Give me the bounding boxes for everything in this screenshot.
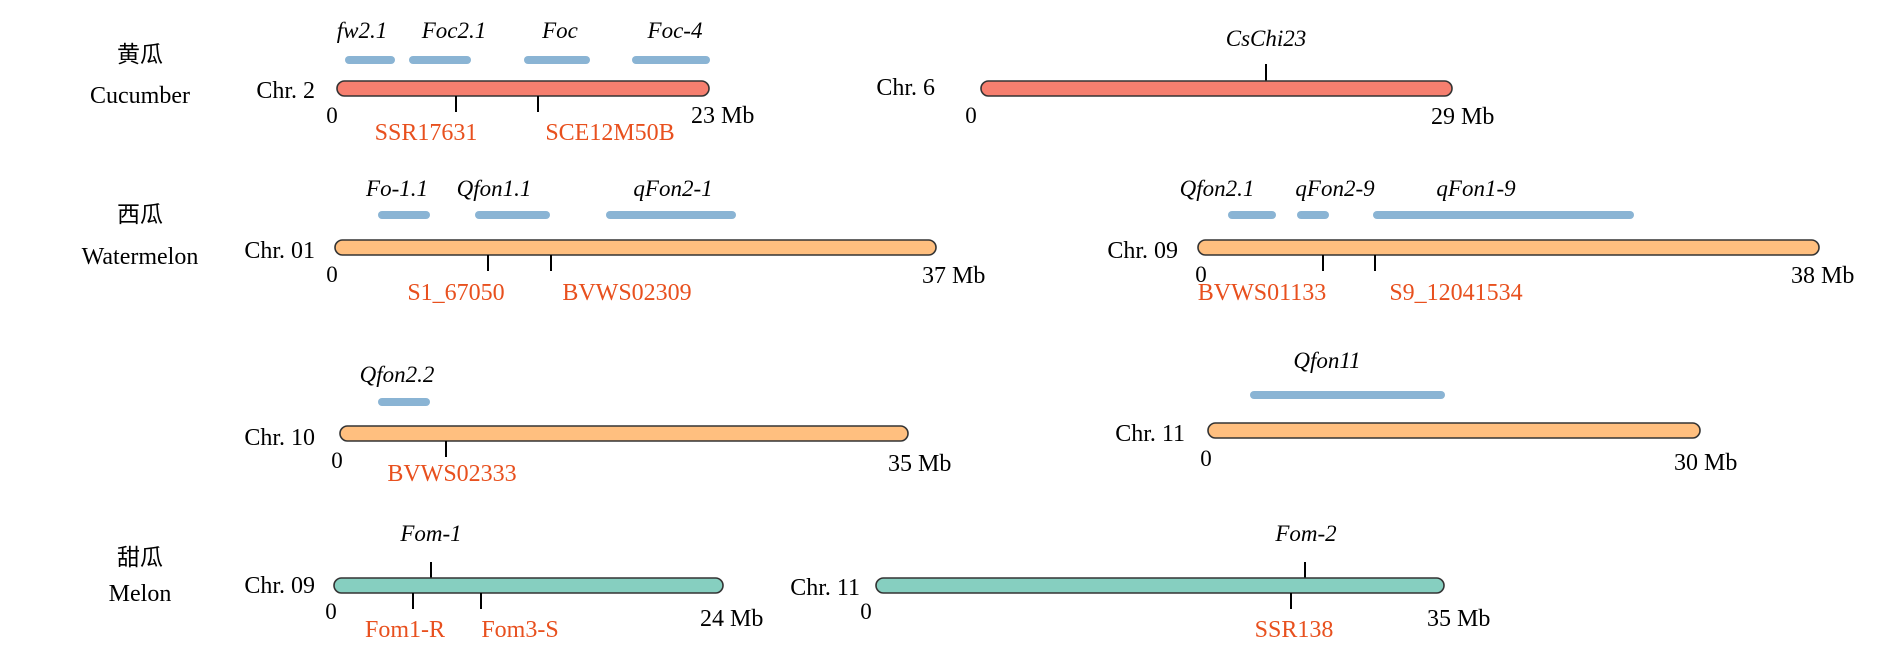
group-label-cucumber-en: Cucumber <box>90 83 190 109</box>
qtl-bar <box>1373 211 1634 219</box>
chromosome-label: Chr. 11 <box>790 575 860 601</box>
qtl-label: Qfon1.1 <box>457 176 532 201</box>
qtl-label: qFon2-9 <box>1295 176 1375 201</box>
marker-label: BVWS02333 <box>387 461 516 487</box>
gene-label: Fom-1 <box>399 521 461 546</box>
qtl-bar <box>632 56 710 64</box>
group-label-melon-zh: 甜瓜 <box>117 545 163 571</box>
marker-label: S1_67050 <box>407 280 504 306</box>
qtl-label: Qfon2.1 <box>1180 176 1255 201</box>
qtl-bar <box>606 211 736 219</box>
chromosome-cucumber-chr6: Chr. 6 CsChi23 0 29 Mb <box>876 26 1494 130</box>
marker-label: BVWS02309 <box>562 280 691 306</box>
marker-label: Fom1-R <box>365 617 445 643</box>
marker-label: S9_12041534 <box>1389 280 1522 306</box>
qtl-label: qFon2-1 <box>633 176 712 201</box>
chromosome-watermelon-chr11: Chr. 11 Qfon11 0 30 Mb <box>1115 348 1737 476</box>
qtl-bar <box>1250 391 1445 399</box>
qtl-label: Qfon11 <box>1293 348 1360 373</box>
qtl-label: qFon1-9 <box>1436 176 1516 201</box>
qtl-bar <box>524 56 590 64</box>
qtl-bar <box>409 56 471 64</box>
qtl-bar <box>1228 211 1276 219</box>
qtl-label: fw2.1 <box>337 18 387 43</box>
gene-label: CsChi23 <box>1226 26 1307 51</box>
chromosome-start-label: 0 <box>860 599 872 624</box>
chromosome-end-label: 30 Mb <box>1674 450 1737 476</box>
gene-label: Fom-2 <box>1274 521 1336 546</box>
chromosome-bar <box>339 425 909 442</box>
chromosome-melon-chr09: Chr. 09 Fom-1 0 24 Mb Fom1-R Fom3-S <box>244 521 763 643</box>
chromosome-end-label: 37 Mb <box>922 263 985 289</box>
marker-label: SSR17631 <box>375 120 478 146</box>
chromosome-melon-chr11: Chr. 11 Fom-2 0 35 Mb SSR138 <box>790 521 1490 643</box>
chromosome-start-label: 0 <box>326 262 338 287</box>
chromosome-label: Chr. 10 <box>244 425 315 451</box>
qtl-label: Qfon2.2 <box>360 362 435 387</box>
chromosome-label: Chr. 01 <box>244 238 315 264</box>
chromosome-bar <box>980 80 1453 97</box>
chromosome-label: Chr. 6 <box>876 75 935 101</box>
chromosome-start-label: 0 <box>326 103 338 128</box>
chromosome-start-label: 0 <box>965 103 977 128</box>
chromosome-bar <box>336 80 710 97</box>
chromosome-label: Chr. 2 <box>256 78 315 104</box>
group-label-melon-en: Melon <box>109 581 172 607</box>
chromosome-end-label: 35 Mb <box>1427 606 1490 632</box>
chromosome-watermelon-chr10: Chr. 10 Qfon2.2 0 35 Mb BVWS02333 <box>244 362 951 487</box>
chromosome-start-label: 0 <box>331 448 343 473</box>
group-label-cucumber-zh: 黄瓜 <box>117 42 163 68</box>
chromosome-end-label: 24 Mb <box>700 606 763 632</box>
qtl-bar <box>1297 211 1329 219</box>
qtl-bar <box>378 398 430 406</box>
chromosome-start-label: 0 <box>1195 262 1207 287</box>
chromosome-label: Chr. 09 <box>1107 238 1178 264</box>
chromosome-start-label: 0 <box>1200 446 1212 471</box>
marker-label: SCE12M50B <box>545 120 674 146</box>
qtl-label: Foc <box>541 18 578 43</box>
marker-label: SSR138 <box>1255 617 1334 643</box>
group-label-watermelon-en: Watermelon <box>82 244 199 270</box>
chromosome-end-label: 29 Mb <box>1431 104 1494 130</box>
chromosome-label: Chr. 09 <box>244 573 315 599</box>
qtl-bar <box>378 211 430 219</box>
chromosome-bar <box>1207 422 1701 439</box>
chromosome-label: Chr. 11 <box>1115 421 1185 447</box>
chromosome-bar <box>334 239 937 256</box>
chromosome-watermelon-chr09: Chr. 09 Qfon2.1 qFon2-9 qFon1-9 0 38 Mb … <box>1107 176 1854 306</box>
qtl-bar <box>475 211 550 219</box>
marker-label: BVWS01133 <box>1198 280 1326 306</box>
chromosome-end-label: 38 Mb <box>1791 263 1854 289</box>
qtl-label: Foc-4 <box>647 18 703 43</box>
group-label-watermelon-zh: 西瓜 <box>117 202 163 228</box>
chromosome-cucumber-chr2: Chr. 2 fw2.1 Foc2.1 Foc Foc-4 0 23 Mb SS… <box>256 18 754 146</box>
chromosome-start-label: 0 <box>325 599 337 624</box>
marker-label: Fom3-S <box>481 617 558 643</box>
qtl-label: Fo-1.1 <box>365 176 428 201</box>
chromosome-watermelon-chr01: Chr. 01 Fo-1.1 Qfon1.1 qFon2-1 0 37 Mb S… <box>244 176 985 306</box>
chromosome-bar <box>1197 239 1820 256</box>
chromosome-bar <box>875 577 1445 594</box>
qtl-bar <box>345 56 395 64</box>
chromosome-bar <box>333 577 724 594</box>
qtl-label: Foc2.1 <box>421 18 487 43</box>
chromosome-end-label: 35 Mb <box>888 451 951 477</box>
chromosome-end-label: 23 Mb <box>691 103 754 129</box>
